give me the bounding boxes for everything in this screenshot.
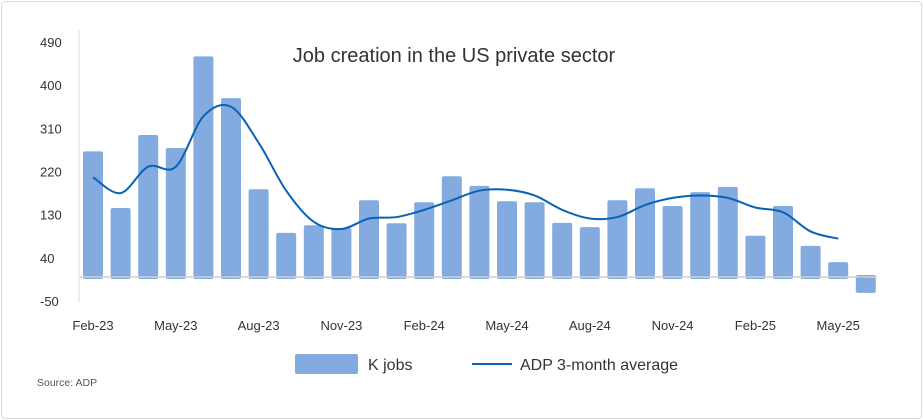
bar-Feb-24 xyxy=(414,202,435,280)
bar-Jan-25 xyxy=(717,186,738,280)
bar-Apr-25 xyxy=(800,245,821,280)
bar-Nov-23 xyxy=(331,228,352,280)
x-tick-label: Nov-24 xyxy=(652,318,694,333)
y-tick-label: 40 xyxy=(40,251,54,266)
legend-swatch-k-jobs xyxy=(295,354,358,374)
x-tick-label: Aug-23 xyxy=(238,318,280,333)
bar-May-23 xyxy=(165,147,186,280)
bar-Jun-25 xyxy=(855,275,876,293)
x-tick-label: May-24 xyxy=(485,318,528,333)
bar-Dec-24 xyxy=(690,192,711,280)
bar-Feb-23 xyxy=(83,151,103,280)
bar-Dec-23 xyxy=(359,200,379,280)
bar-Apr-24 xyxy=(469,185,490,280)
y-tick-label: 130 xyxy=(40,208,62,223)
bar-Mar-24 xyxy=(441,176,462,280)
y-tick-label: 400 xyxy=(40,78,62,93)
bar-Aug-23 xyxy=(248,189,269,280)
y-tick-label: 490 xyxy=(40,35,62,50)
bar-Jun-23 xyxy=(193,56,214,280)
legend-label-k-jobs: K jobs xyxy=(368,357,412,374)
bar-Mar-25 xyxy=(773,206,793,280)
bar-Jul-23 xyxy=(221,98,241,280)
bar-Sep-23 xyxy=(276,232,297,280)
legend: K jobs ADP 3-month average xyxy=(295,354,678,374)
bar-Apr-23 xyxy=(138,135,159,280)
chart-title: Job creation in the US private sector xyxy=(293,45,616,67)
bar-May-25 xyxy=(828,262,849,280)
y-tick-label: -50 xyxy=(40,294,59,309)
bar-Jul-24 xyxy=(552,222,573,280)
bar-Sep-24 xyxy=(607,200,628,280)
bar-Mar-23 xyxy=(110,207,131,280)
x-tick-label: Feb-25 xyxy=(735,318,776,333)
bar-Oct-24 xyxy=(635,188,655,280)
x-tick-label: Nov-23 xyxy=(320,318,362,333)
x-tick-label: Feb-23 xyxy=(72,318,113,333)
bar-Jun-24 xyxy=(524,202,545,280)
bar-Nov-24 xyxy=(662,206,683,280)
bar-Oct-23 xyxy=(303,225,324,280)
series-line-adp-3-month-average xyxy=(92,103,839,240)
bar-Feb-25 xyxy=(745,235,766,280)
bar-Aug-24 xyxy=(579,227,600,280)
x-tick-label: Feb-24 xyxy=(404,318,445,333)
y-tick-label: 220 xyxy=(40,165,62,180)
y-tick-label: 310 xyxy=(40,121,62,136)
legend-label-adp-average: ADP 3-month average xyxy=(520,357,678,374)
x-tick-label: Aug-24 xyxy=(569,318,611,333)
x-tick-label: May-25 xyxy=(817,318,860,333)
x-tick-label: May-23 xyxy=(154,318,197,333)
bar-Jan-24 xyxy=(386,223,407,280)
bar-May-24 xyxy=(497,201,517,280)
source-note: Source: ADP xyxy=(37,377,97,389)
